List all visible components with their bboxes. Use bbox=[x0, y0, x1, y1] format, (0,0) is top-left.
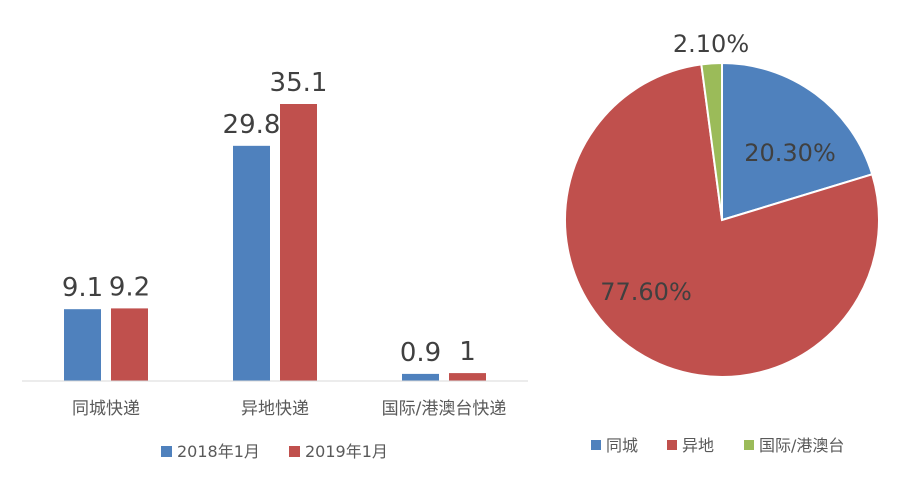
legend-swatch bbox=[161, 446, 172, 457]
bar-1-3 bbox=[402, 373, 439, 381]
pie-value-label: 2.10% bbox=[673, 30, 749, 58]
bar-value-label: 1 bbox=[459, 337, 476, 367]
legend-swatch bbox=[744, 440, 754, 450]
bar-value-label: 9.2 bbox=[109, 272, 150, 302]
x-tick-label: 同城快递 bbox=[72, 399, 140, 419]
bar-value-label: 9.1 bbox=[62, 273, 103, 303]
pie-slice-3 bbox=[700, 61, 723, 221]
pie-value-label: 20.30% bbox=[744, 139, 836, 167]
legend-label: 2019年1月 bbox=[305, 442, 388, 461]
bar-1-2 bbox=[233, 145, 270, 381]
bar-value-label: 29.8 bbox=[223, 110, 281, 140]
pie-slice-1 bbox=[721, 61, 874, 222]
bar-2-1 bbox=[111, 308, 148, 381]
bar-1-1 bbox=[64, 309, 101, 381]
legend-label: 同城 bbox=[606, 436, 638, 455]
bar-chart: 9.1 9.2 同城快递 29.8 35.1 异地快递 0.9 1 国际/港澳台快递 2018年1… bbox=[22, 68, 528, 461]
bar-2-3 bbox=[449, 373, 486, 381]
bar-value-label: 35.1 bbox=[270, 68, 328, 98]
legend-swatch bbox=[289, 446, 300, 457]
legend-label: 国际/港澳台 bbox=[759, 436, 844, 455]
legend-label: 2018年1月 bbox=[177, 442, 260, 461]
bar-value-label: 0.9 bbox=[400, 338, 441, 368]
legend-swatch bbox=[667, 440, 677, 450]
pie-value-label: 77.60% bbox=[600, 278, 692, 306]
bar-2-2 bbox=[280, 104, 317, 381]
legend-label: 异地 bbox=[682, 436, 714, 455]
pie-slice-2 bbox=[564, 63, 880, 378]
x-tick-label: 异地快递 bbox=[241, 399, 309, 419]
pie-chart: 20.30% 77.60% 2.10% 同城 异地 国际/港澳台 bbox=[564, 30, 880, 455]
x-tick-label: 国际/港澳台快递 bbox=[382, 399, 507, 419]
legend-swatch bbox=[591, 440, 601, 450]
